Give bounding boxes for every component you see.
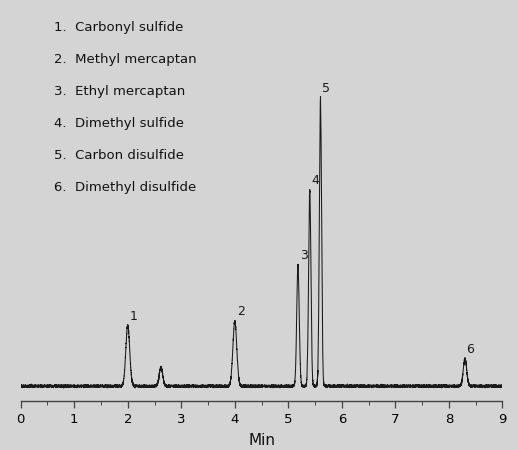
Text: 3: 3 [299,249,308,262]
Text: 2: 2 [237,305,245,318]
Text: 4.  Dimethyl sulfide: 4. Dimethyl sulfide [54,117,184,130]
Text: 6.  Dimethyl disulfide: 6. Dimethyl disulfide [54,180,197,194]
Text: 4: 4 [311,174,319,187]
Text: 2.  Methyl mercaptan: 2. Methyl mercaptan [54,53,197,66]
Text: 5.  Carbon disulfide: 5. Carbon disulfide [54,148,184,162]
Text: 6: 6 [467,343,474,356]
Text: 1: 1 [130,310,138,323]
Text: 5: 5 [322,82,330,95]
Text: 3.  Ethyl mercaptan: 3. Ethyl mercaptan [54,85,185,98]
Text: 1.  Carbonyl sulfide: 1. Carbonyl sulfide [54,21,184,34]
X-axis label: Min: Min [248,433,275,448]
